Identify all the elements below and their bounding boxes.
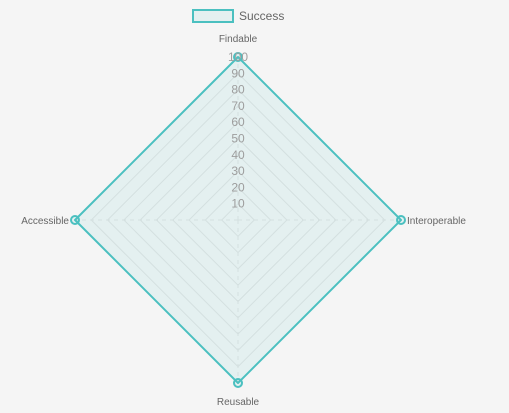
axis-label-layer: Findable Interoperable Reusable Accessible xyxy=(21,34,466,408)
series-area-success xyxy=(74,56,402,384)
data-point-accessible[interactable] xyxy=(70,215,80,225)
tick-label-10: 10 xyxy=(231,197,245,211)
axis-label-accessible: Accessible xyxy=(21,216,69,227)
legend-swatch[interactable] xyxy=(192,9,234,23)
tick-label-80: 80 xyxy=(231,83,245,97)
series-layer xyxy=(70,52,406,388)
legend[interactable]: Success xyxy=(192,9,284,23)
tick-label-60: 60 xyxy=(231,115,245,129)
axis-label-reusable: Reusable xyxy=(217,397,260,408)
data-point-interoperable[interactable] xyxy=(396,215,406,225)
tick-label-90: 90 xyxy=(231,66,245,80)
data-point-findable[interactable] xyxy=(233,52,243,62)
tick-label-layer: 10 20 30 40 50 60 70 80 90 100 xyxy=(228,50,248,211)
tick-label-50: 50 xyxy=(231,132,245,146)
axis-label-findable: Findable xyxy=(219,34,258,45)
tick-label-40: 40 xyxy=(231,148,245,162)
tick-label-20: 20 xyxy=(231,180,245,194)
tick-label-30: 30 xyxy=(231,164,245,178)
tick-label-100: 100 xyxy=(228,50,248,64)
legend-label[interactable]: Success xyxy=(239,9,284,23)
axis-label-interoperable: Interoperable xyxy=(407,216,466,227)
data-point-reusable[interactable] xyxy=(233,378,243,388)
tick-label-70: 70 xyxy=(231,99,245,113)
